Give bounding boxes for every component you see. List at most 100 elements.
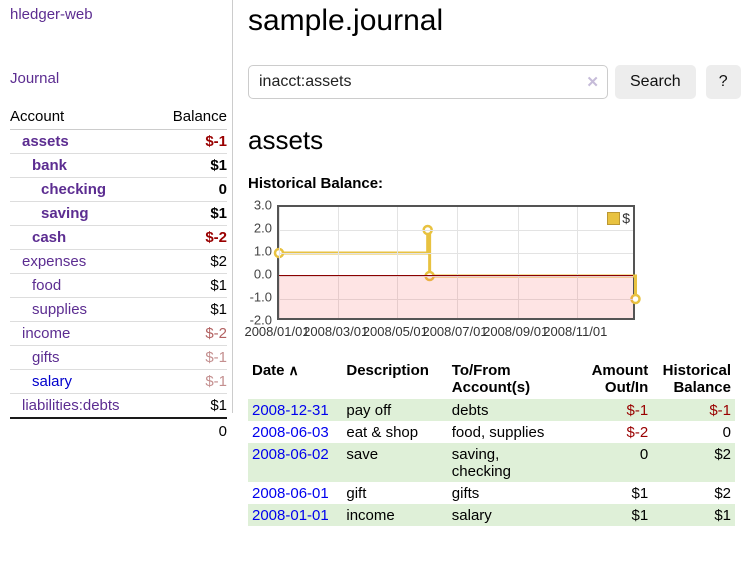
- y-axis-tick-label: 3.0: [253, 197, 272, 213]
- account-link-expenses[interactable]: expenses: [22, 253, 87, 270]
- account-row: liabilities:debts $1: [10, 393, 227, 419]
- accounts-column-account: Account: [10, 105, 156, 130]
- transaction-date-link[interactable]: 2008-06-03: [252, 424, 329, 441]
- x-axis-tick-label: 2008/07/01: [422, 324, 488, 339]
- account-balance: 0: [155, 177, 227, 202]
- account-link-gifts[interactable]: gifts: [32, 349, 60, 366]
- account-row: food $1: [10, 273, 227, 298]
- chart-x-axis: 2008/01/01 2008/03/01 2008/05/01 2008/07/01…: [244, 324, 635, 342]
- x-axis-tick-label: 2008/03/01: [303, 324, 369, 339]
- transaction-date-link[interactable]: 2008-01-01: [252, 507, 329, 524]
- y-axis-tick-label: 2.0: [253, 220, 272, 236]
- sort-ascending-icon: ∧: [288, 362, 299, 378]
- account-balance: $1: [155, 201, 227, 226]
- transaction-amount: $1: [631, 485, 649, 502]
- account-balance: $-1: [155, 369, 227, 394]
- chart-y-axis: 3.0 2.0 1.0 0.0 -1.0 -2.0: [248, 198, 274, 328]
- account-link-food[interactable]: food: [32, 277, 62, 294]
- register-row: 2008-01-01 income salary $1 $1: [248, 504, 735, 526]
- account-row: assets $-1: [10, 129, 227, 154]
- y-axis-tick-label: -2.0: [249, 312, 272, 328]
- transaction-date-link[interactable]: 2008-12-31: [252, 402, 329, 419]
- accounts-header-row: Account Balance: [10, 105, 227, 130]
- register-row: 2008-12-31 pay off debts $-1 $-1: [248, 399, 735, 421]
- register-row: 2008-06-01 gift gifts $1 $2: [248, 482, 735, 504]
- account-link-saving[interactable]: saving: [41, 205, 89, 222]
- account-balance: $1: [155, 273, 227, 298]
- accounts-total-value: 0: [155, 417, 227, 443]
- transaction-description: eat & shop: [346, 424, 419, 441]
- account-link-checking[interactable]: checking: [41, 181, 107, 198]
- accounts-table: Account Balance assets $-1 bank $1 check…: [10, 105, 227, 443]
- sidebar-item-journal[interactable]: Journal: [10, 70, 60, 87]
- transaction-description: income: [342, 504, 448, 526]
- transaction-balance: $1: [652, 504, 735, 526]
- transaction-amount: $-2: [626, 424, 649, 441]
- transaction-amount: $1: [587, 504, 653, 526]
- transaction-date-link[interactable]: 2008-06-01: [252, 485, 329, 502]
- account-link-supplies[interactable]: supplies: [32, 301, 88, 318]
- transaction-accounts: gifts: [451, 485, 480, 502]
- y-axis-tick-label: -1.0: [249, 289, 272, 305]
- account-row: supplies $1: [10, 297, 227, 322]
- chart-gridline: [279, 207, 280, 318]
- negative-region: [279, 276, 633, 318]
- register-header-row: Date ∧ Description To/From Account(s) Amo…: [248, 360, 735, 399]
- y-axis-tick-label: 0.0: [253, 266, 272, 282]
- account-title: assets: [248, 125, 324, 155]
- transaction-accounts: debts: [447, 399, 588, 421]
- sidebar: hledger-web Journal Account Balance asse…: [0, 0, 233, 443]
- account-row: bank $1: [10, 153, 227, 178]
- x-axis-tick-label: 2008/09/01: [483, 324, 549, 339]
- account-balance: $-2: [155, 321, 227, 346]
- transaction-balance: $-1: [652, 399, 735, 421]
- app-brand-link[interactable]: hledger-web: [10, 6, 93, 23]
- chart-legend: $: [607, 210, 630, 226]
- chart-plot-area: $: [273, 205, 641, 320]
- search-button[interactable]: Search: [615, 65, 696, 99]
- column-date[interactable]: Date ∧: [252, 362, 299, 379]
- account-row: expenses $2: [10, 249, 227, 274]
- search-form: ✕ Search ?: [248, 65, 742, 99]
- account-link-cash[interactable]: cash: [32, 229, 67, 246]
- account-row: checking 0: [10, 177, 227, 202]
- help-button[interactable]: ?: [705, 65, 741, 99]
- clear-search-icon[interactable]: ✕: [586, 74, 599, 91]
- transaction-date-link[interactable]: 2008-06-02: [252, 446, 329, 463]
- account-row: cash $-2: [10, 225, 227, 250]
- chart-gridline: [279, 230, 633, 231]
- page-title: sample.journal: [248, 4, 444, 37]
- column-balance[interactable]: Historical Balance: [662, 362, 731, 396]
- account-link-bank[interactable]: bank: [32, 157, 68, 174]
- account-link-liabilities-debts[interactable]: liabilities:debts: [22, 397, 120, 414]
- account-balance: $2: [155, 249, 227, 274]
- chart-gridline: [279, 253, 633, 254]
- transaction-balance: 0: [722, 424, 731, 441]
- main-content: sample.journal ✕ Search ? assets Histori…: [244, 0, 742, 526]
- legend-label: $: [622, 210, 630, 226]
- chart-gridline: [279, 276, 633, 277]
- transaction-description: pay off: [342, 399, 448, 421]
- column-amount[interactable]: Amount Out/In: [591, 362, 649, 396]
- transaction-accounts: food, supplies: [451, 424, 545, 441]
- x-axis-tick-label: 2008/11/01: [543, 324, 608, 339]
- account-link-income[interactable]: income: [22, 325, 71, 342]
- account-link-assets[interactable]: assets: [22, 133, 69, 150]
- accounts-total-row: 0: [10, 417, 227, 443]
- register-row: 2008-06-03 eat & shop food, supplies $-2…: [248, 421, 735, 443]
- column-description[interactable]: Description: [346, 362, 429, 379]
- transaction-amount: $-1: [587, 399, 653, 421]
- search-input[interactable]: [248, 65, 608, 99]
- register-row: 2008-06-02 save saving, checking 0 $2: [248, 443, 735, 482]
- chart-gridline: [517, 207, 519, 318]
- x-axis-tick-label: 2008/01/01: [244, 324, 310, 339]
- account-link-salary[interactable]: salary: [32, 373, 73, 390]
- transaction-accounts: saving, checking: [447, 443, 588, 482]
- column-accounts[interactable]: To/From Account(s): [451, 362, 531, 396]
- chart-gridline: [397, 207, 399, 318]
- account-balance: $1: [155, 393, 227, 419]
- historical-balance-chart: 3.0 2.0 1.0 0.0 -1.0 -2.0 $ 2008/01/01 2008/03…: [244, 198, 742, 343]
- transaction-accounts: salary: [447, 504, 588, 526]
- legend-swatch: [607, 211, 621, 225]
- transaction-amount: 0: [587, 443, 653, 482]
